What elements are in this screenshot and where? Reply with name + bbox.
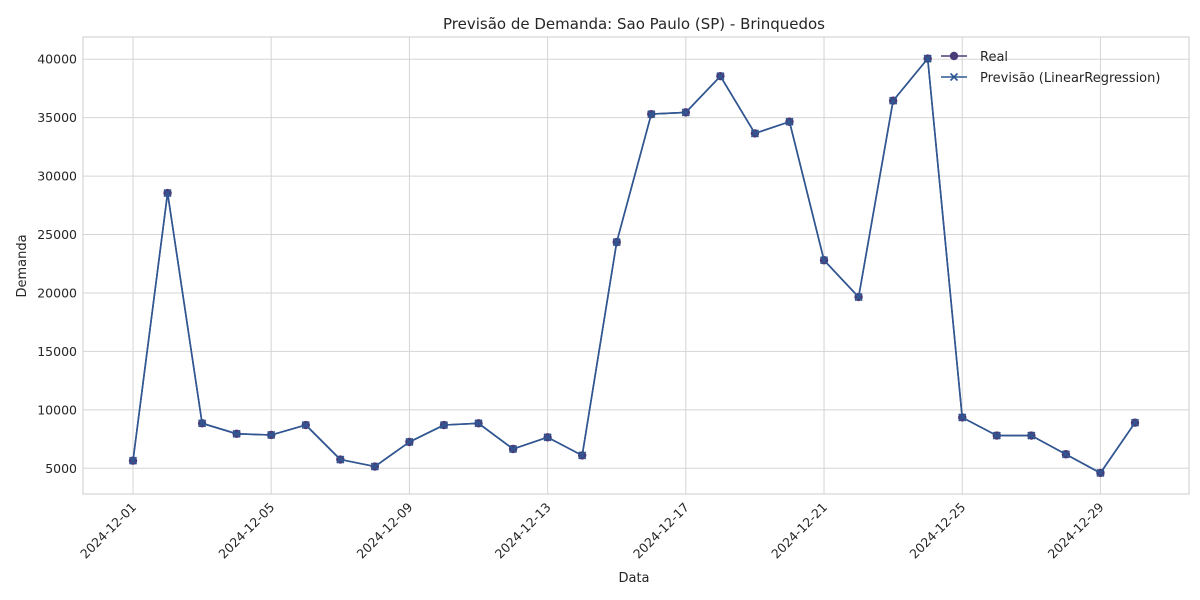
- y-axis-label: Demanda: [15, 234, 30, 297]
- x-tick-label: 2024-12-13: [492, 500, 554, 562]
- data-point-forecast: [474, 419, 483, 428]
- series-line-0: [132, 57, 1136, 474]
- x-axis-label: Data: [618, 571, 649, 586]
- data-point-forecast: [992, 431, 1001, 440]
- data-point-forecast: [785, 117, 794, 126]
- data-point-forecast: [336, 455, 345, 464]
- legend-marker-real: [949, 51, 959, 61]
- series-line-1: [132, 57, 1136, 474]
- y-tick-label: 35000: [37, 110, 77, 125]
- data-point-forecast: [405, 437, 414, 447]
- y-tick-label: 10000: [37, 402, 77, 417]
- chart-title: Previsão de Demanda: Sao Paulo (SP) - Br…: [443, 15, 825, 33]
- y-tick-label: 25000: [37, 227, 77, 242]
- data-point-forecast: [370, 462, 379, 471]
- data-point-forecast: [716, 72, 725, 81]
- data-point-forecast: [439, 420, 449, 430]
- data-point-forecast: [232, 429, 241, 438]
- data-point-forecast: [750, 129, 759, 138]
- data-point-forecast: [681, 108, 690, 117]
- data-point-forecast: [923, 54, 932, 63]
- legend-marker-forecast: [949, 72, 959, 82]
- data-point-forecast: [889, 96, 898, 105]
- data-point-forecast: [301, 420, 310, 430]
- data-point-forecast: [543, 433, 552, 442]
- data-point-forecast: [958, 413, 967, 422]
- data-point-forecast: [1061, 450, 1070, 459]
- x-tick-label: 2024-12-09: [354, 499, 416, 561]
- data-point-forecast: [267, 430, 276, 440]
- y-tick-label: 20000: [37, 285, 77, 300]
- y-tick-label: 5000: [45, 461, 77, 476]
- x-tick-label: 2024-12-29: [1045, 499, 1107, 561]
- series-layer: [128, 54, 1140, 478]
- data-point-forecast: [647, 110, 656, 119]
- data-point-forecast: [1027, 431, 1036, 440]
- data-point-forecast: [612, 238, 621, 247]
- x-tick-label: 2024-12-21: [768, 500, 830, 562]
- x-tick-label: 2024-12-25: [906, 500, 968, 562]
- data-point-forecast: [578, 451, 587, 460]
- data-point-forecast: [509, 444, 518, 454]
- data-point-forecast: [854, 292, 863, 302]
- y-tick-label: 30000: [37, 169, 77, 184]
- data-point-forecast: [819, 256, 829, 265]
- legend-label-real: Real: [980, 50, 1008, 65]
- x-tick-label: 2024-12-17: [630, 500, 692, 562]
- data-point-forecast: [163, 188, 172, 198]
- grid: [83, 37, 1189, 494]
- data-point-forecast: [1130, 418, 1140, 427]
- x-tick-label: 2024-12-01: [77, 500, 139, 562]
- legend-entry-real: Real: [941, 50, 1008, 65]
- legend-label-forecast: Previsão (LinearRegression): [980, 71, 1160, 86]
- plot-frame: [82, 36, 1190, 495]
- y-tick-label: 40000: [37, 52, 77, 67]
- tick-labels: 5000 10000 15000 20000 25000 30000 35000 40000 2…: [37, 52, 1106, 562]
- y-tick-label: 15000: [37, 344, 77, 359]
- legend: Real Previsão (LinearRegression): [941, 50, 1160, 86]
- data-point-forecast: [1096, 468, 1105, 478]
- legend-entry-forecast: Previsão (LinearRegression): [941, 71, 1160, 86]
- data-point-forecast: [128, 456, 138, 465]
- x-tick-label: 2024-12-05: [215, 500, 277, 562]
- data-point-forecast: [198, 419, 207, 428]
